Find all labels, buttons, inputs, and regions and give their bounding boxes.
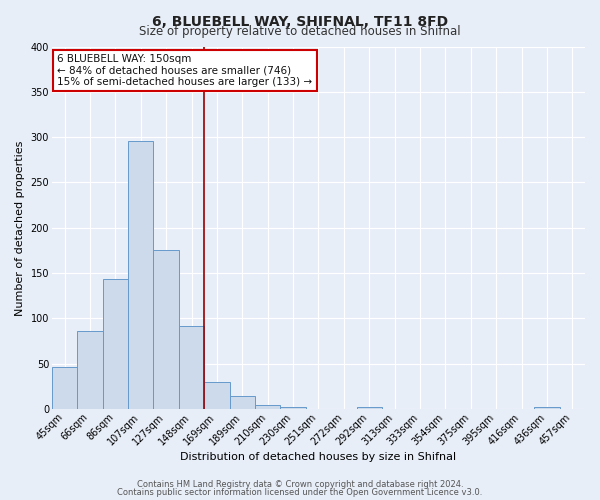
Bar [179, 326, 204, 409]
Text: Contains public sector information licensed under the Open Government Licence v3: Contains public sector information licen… [118, 488, 482, 497]
Bar [280, 408, 306, 409]
Bar [128, 141, 154, 409]
Y-axis label: Number of detached properties: Number of detached properties [15, 140, 25, 316]
Text: 6 BLUEBELL WAY: 150sqm
← 84% of detached houses are smaller (746)
15% of semi-de: 6 BLUEBELL WAY: 150sqm ← 84% of detached… [57, 54, 313, 87]
Bar [77, 331, 103, 409]
Bar [204, 382, 230, 409]
Text: 6, BLUEBELL WAY, SHIFNAL, TF11 8FD: 6, BLUEBELL WAY, SHIFNAL, TF11 8FD [152, 15, 448, 29]
Bar [230, 396, 255, 409]
Bar [154, 250, 179, 409]
Bar [103, 278, 128, 409]
Text: Size of property relative to detached houses in Shifnal: Size of property relative to detached ho… [139, 25, 461, 38]
Bar [255, 404, 280, 409]
X-axis label: Distribution of detached houses by size in Shifnal: Distribution of detached houses by size … [181, 452, 457, 462]
Bar [52, 366, 77, 409]
Bar [356, 408, 382, 409]
Bar [534, 408, 560, 409]
Text: Contains HM Land Registry data © Crown copyright and database right 2024.: Contains HM Land Registry data © Crown c… [137, 480, 463, 489]
